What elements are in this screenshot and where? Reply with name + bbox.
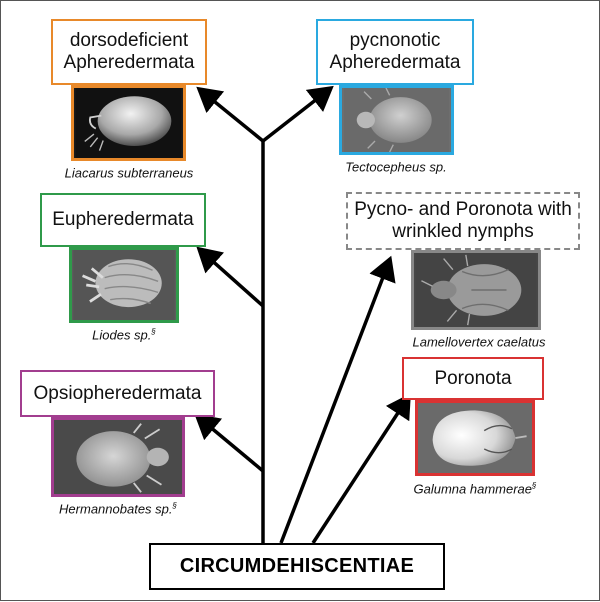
branch-wrinkled <box>279 255 396 544</box>
group-box-opsiopheredermata: Opsiopheredermata <box>20 370 215 417</box>
branch-poronota <box>311 393 411 544</box>
specimen-caption: Liodes sp.§ <box>92 327 156 343</box>
specimen-image-hermannobates <box>51 417 185 497</box>
specimen-image-galumna <box>415 400 535 476</box>
specimen-image-tectocepheus <box>339 85 454 155</box>
group-box-dorsodeficient: dorsodeficient Apheredermata <box>51 19 207 85</box>
group-label: Apheredermata <box>63 52 195 73</box>
group-label: Opsiopheredermata <box>33 382 202 404</box>
branch-opsiopheredermata <box>194 413 265 473</box>
group-label: wrinkled nymphs <box>392 221 534 242</box>
group-box-poronota: Poronota <box>402 357 544 400</box>
specimen-caption: Liacarus subterraneus <box>64 165 194 181</box>
specimen-sem-icon <box>56 420 180 494</box>
group-label: Poronota <box>434 367 512 389</box>
specimen-sem-icon <box>75 88 182 158</box>
specimen-sem-icon <box>73 250 175 320</box>
branch-dorsodeficient <box>196 86 265 143</box>
specimen-image-lamellovertex <box>411 250 541 330</box>
specimen-sem-icon <box>343 88 450 152</box>
group-label: Eupheredermata <box>52 209 194 230</box>
group-label: pycnonotic <box>349 30 441 51</box>
root-box: CIRCUMDEHISCENTIAE <box>149 543 445 590</box>
group-label: Apheredermata <box>329 52 461 73</box>
group-box-eupheredermata: Eupheredermata <box>40 193 206 247</box>
specimen-caption: Tectocepheus sp. <box>345 159 447 175</box>
specimen-sem-icon <box>419 403 531 473</box>
group-label: dorsodeficient <box>69 30 189 51</box>
branch-pycnonotic <box>261 85 334 143</box>
root-label: CIRCUMDEHISCENTIAE <box>179 555 415 577</box>
branch-eupheredermata <box>196 246 265 308</box>
group-label: Pycno- and Poronota with <box>354 199 572 220</box>
specimen-caption: Lamellovertex caelatus <box>412 334 546 350</box>
specimen-sem-icon <box>415 253 537 327</box>
group-box-wrinkled-nymphs: Pycno- and Poronota with wrinkled nymphs <box>346 192 580 250</box>
specimen-image-liacarus <box>71 85 186 161</box>
specimen-caption: Hermannobates sp.§ <box>59 501 177 517</box>
specimen-image-liodes <box>69 247 179 323</box>
group-box-pycnonotic: pycnonotic Apheredermata <box>316 19 474 85</box>
specimen-caption: Galumna hammerae§ <box>413 481 537 497</box>
